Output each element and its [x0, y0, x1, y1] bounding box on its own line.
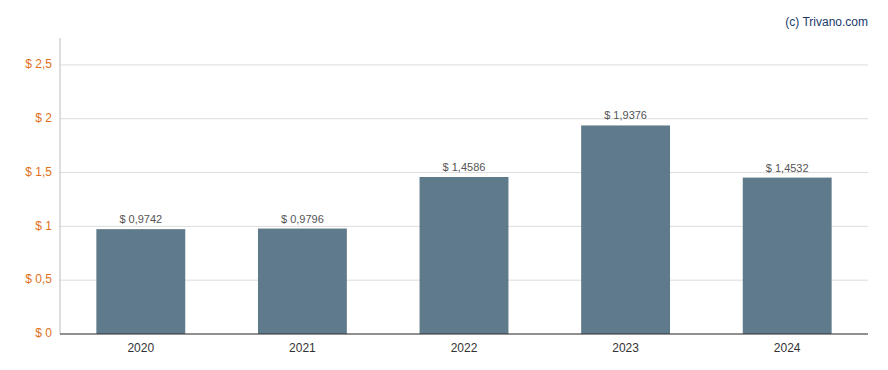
- y-tick-label: $ 1: [35, 219, 52, 233]
- x-axis: 2020 2021 2022 2023 2024: [60, 334, 868, 355]
- bars: [96, 125, 831, 334]
- y-axis-line: [60, 38, 61, 334]
- x-tick-label: 2024: [774, 341, 801, 355]
- y-tick-labels: $ 0 $ 0,5 $ 1 $ 1,5 $ 2 $ 2,5: [25, 57, 52, 340]
- data-label: $ 0,9796: [281, 213, 324, 225]
- data-label: $ 1,4586: [443, 161, 486, 173]
- y-tick-label: $ 0: [35, 326, 52, 340]
- data-label: $ 0,9742: [119, 213, 162, 225]
- y-tick-label: $ 2: [35, 111, 52, 125]
- bar: [743, 178, 832, 334]
- chart-container: $ 0 $ 0,5 $ 1 $ 1,5 $ 2 $ 2,5 $ 0,9742 $ 0,9796…: [0, 0, 888, 370]
- x-tick-label: 2021: [289, 341, 316, 355]
- y-tick-label: $ 1,5: [25, 165, 52, 179]
- y-tick-label: $ 0,5: [25, 272, 52, 286]
- x-tick-label: 2020: [127, 341, 154, 355]
- x-tick-label: 2023: [612, 341, 639, 355]
- data-label: $ 1,4532: [766, 162, 809, 174]
- x-tick-label: 2022: [451, 341, 478, 355]
- grid-line: [60, 118, 868, 119]
- background: [0, 0, 888, 370]
- y-tick-label: $ 2,5: [25, 57, 52, 71]
- bar: [96, 229, 185, 334]
- chart-svg: $ 0 $ 0,5 $ 1 $ 1,5 $ 2 $ 2,5 $ 0,9742 $ 0,9796…: [0, 0, 888, 370]
- bar: [581, 125, 670, 334]
- watermark: (c) Trivano.com: [785, 15, 868, 29]
- bar: [258, 229, 347, 334]
- x-axis-line: [60, 334, 868, 335]
- data-labels: $ 0,9742 $ 0,9796 $ 1,4586 $ 1,9376 $ 1,4532: [119, 109, 808, 225]
- grid-line: [60, 64, 868, 65]
- grid-line: [60, 334, 868, 335]
- grid: [60, 65, 868, 334]
- bar: [420, 177, 509, 334]
- data-label: $ 1,9376: [604, 109, 647, 121]
